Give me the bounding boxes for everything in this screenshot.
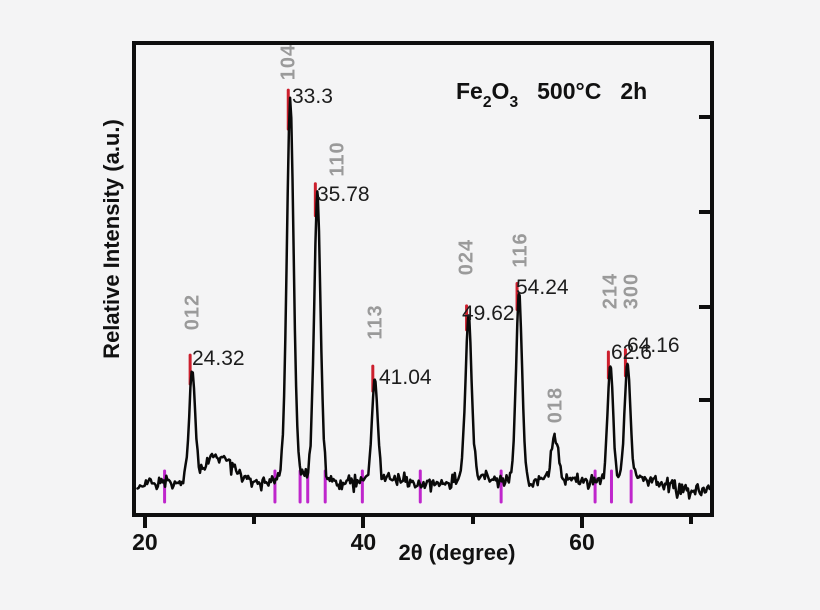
x-axis-tick-label-60: 60	[569, 529, 595, 555]
sample-annotation: Fe2O3 500°C 2h	[456, 78, 648, 111]
formula-element-fe: Fe	[456, 78, 483, 104]
x-axis-minor-tick-30	[252, 517, 257, 524]
y-axis-title: Relative Intensity (a.u.)	[99, 119, 124, 359]
plot-frame	[132, 41, 714, 517]
peak-value-label-49.62: 49.62	[462, 302, 515, 325]
x-axis-major-tick-60	[579, 517, 584, 528]
x-axis-minor-tick-50	[470, 517, 475, 524]
y-axis-right-tick-2	[699, 305, 710, 309]
y-axis-right-tick-0	[699, 115, 710, 119]
xrd-pattern-trace	[136, 96, 711, 500]
hkl-label-110: 110	[326, 141, 349, 177]
x-axis-tick-label-40: 40	[350, 529, 377, 555]
peak-value-label-62.6: 62.6	[611, 341, 652, 364]
y-axis-right-tick-1	[699, 210, 710, 214]
hkl-label-113: 113	[364, 304, 387, 340]
peak-value-label-35.78: 35.78	[317, 183, 370, 206]
hkl-label-104: 104	[277, 43, 300, 81]
hkl-label-300: 300	[620, 272, 643, 310]
peak-value-label-33.3: 33.3	[292, 85, 333, 108]
y-axis-right-tick-3	[699, 398, 710, 402]
hkl-label-024: 024	[455, 238, 478, 276]
hkl-label-214: 214	[599, 272, 622, 310]
formula-subscript-2: 2	[482, 94, 492, 112]
x-axis-tick-label-20: 20	[132, 529, 158, 555]
annotation-duration: 2h	[620, 78, 648, 104]
peak-value-label-54.24: 54.24	[516, 276, 569, 299]
hkl-label-018: 018	[544, 386, 567, 424]
x-axis-minor-tick-70	[689, 517, 694, 524]
x-axis-major-tick-20	[142, 517, 147, 528]
formula-element-o: O	[491, 78, 510, 104]
hkl-label-116: 116	[509, 232, 532, 268]
formula-subscript-3: 3	[509, 94, 519, 112]
x-axis-major-tick-40	[361, 517, 366, 528]
x-axis-title: 2θ (degree)	[398, 540, 516, 565]
peak-value-label-41.04: 41.04	[379, 366, 432, 389]
peak-value-label-64.16: 64.16	[627, 334, 680, 357]
annotation-temperature: 500°C	[537, 78, 602, 104]
hkl-label-012: 012	[181, 293, 204, 331]
peak-value-label-24.32: 24.32	[192, 347, 245, 370]
